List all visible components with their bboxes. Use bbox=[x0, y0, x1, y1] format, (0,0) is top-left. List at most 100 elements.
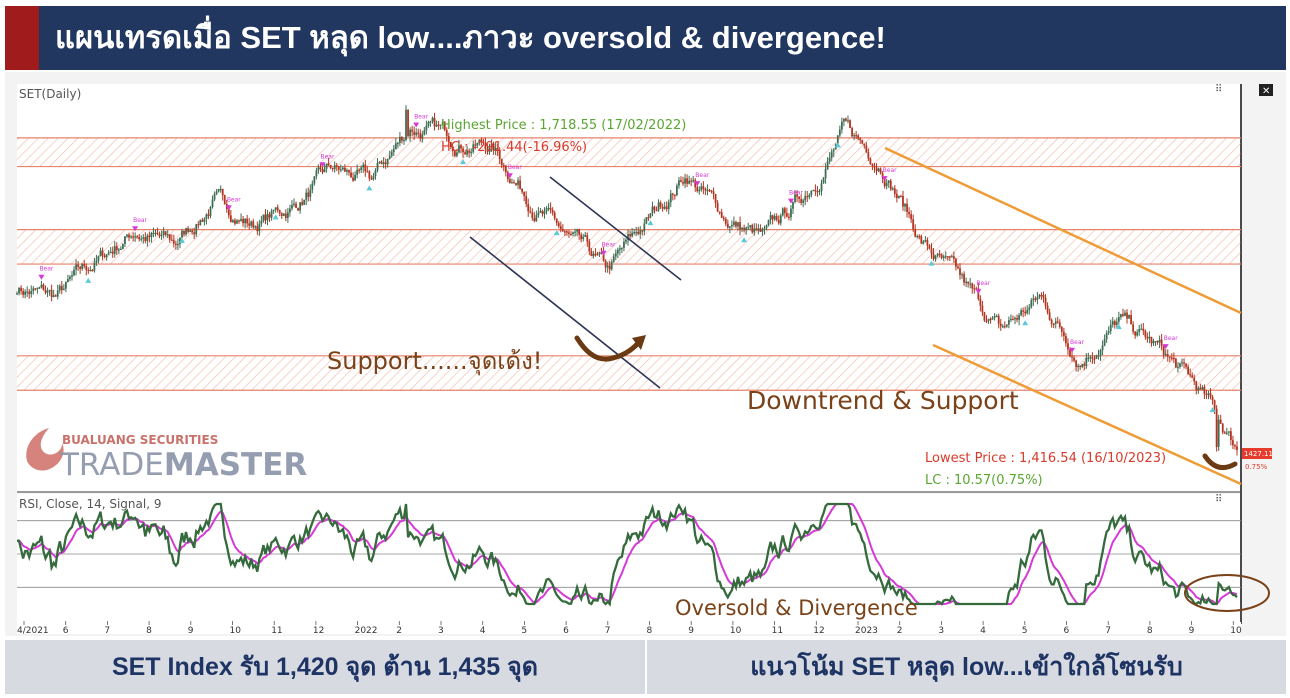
candle-body bbox=[1164, 354, 1167, 356]
candle-body bbox=[572, 232, 574, 234]
bear-signal-marker bbox=[225, 205, 232, 211]
candle-body bbox=[16, 293, 18, 295]
candle-body bbox=[596, 254, 599, 256]
candle-body bbox=[28, 291, 31, 295]
candle-body bbox=[415, 132, 418, 135]
candle-body bbox=[1085, 357, 1088, 366]
candle-body bbox=[453, 151, 456, 156]
bull-signal-marker bbox=[366, 185, 373, 191]
x-tick-label: 2 bbox=[396, 626, 402, 636]
bounce-arrow bbox=[574, 335, 642, 362]
candle-body bbox=[256, 226, 259, 232]
candle-body bbox=[739, 222, 741, 230]
candle-body bbox=[641, 230, 644, 232]
candle-body bbox=[1209, 393, 1212, 398]
candle-body bbox=[242, 218, 244, 224]
candle-body bbox=[183, 230, 185, 235]
candle-body bbox=[246, 218, 249, 224]
candle-body bbox=[162, 231, 165, 235]
candle-body bbox=[794, 194, 796, 202]
candle-body bbox=[557, 223, 560, 227]
last-price-tag-text: 1427.11 bbox=[1244, 450, 1273, 458]
bear-signal-label: Bear bbox=[227, 196, 241, 203]
candle-body bbox=[1030, 300, 1033, 308]
candle-body bbox=[309, 189, 312, 197]
candle-body bbox=[849, 120, 851, 129]
bear-signal-marker bbox=[600, 250, 607, 256]
x-axis: 4/2021 6 7 8 9 10 11 12 2022 2 3 4 5 6 7 8 9 10 11 12 2023 2 3… bbox=[17, 621, 1242, 636]
candle-body bbox=[160, 234, 163, 237]
candle-body bbox=[830, 151, 833, 158]
candle-body bbox=[873, 165, 876, 168]
candle-body bbox=[138, 237, 141, 240]
candle-body bbox=[439, 124, 442, 126]
candle-body bbox=[822, 178, 825, 184]
candle-body bbox=[779, 215, 782, 224]
candle-body bbox=[142, 237, 145, 239]
candle-body bbox=[867, 152, 870, 159]
candle-body bbox=[877, 168, 880, 171]
candle-body bbox=[250, 221, 253, 226]
bull-signal-marker bbox=[1209, 407, 1216, 413]
candle-body bbox=[1097, 355, 1100, 357]
candle-body bbox=[1111, 321, 1114, 325]
candle-body bbox=[543, 211, 546, 214]
rsi-drag-handle-icon[interactable]: ⠿ bbox=[1215, 494, 1222, 505]
candle-body bbox=[1138, 329, 1141, 333]
candle-body bbox=[417, 132, 420, 134]
candle-body bbox=[561, 229, 564, 232]
candle-body bbox=[223, 195, 226, 205]
candle-body bbox=[506, 172, 509, 180]
price-panel-label: SET(Daily) bbox=[19, 87, 81, 101]
bull-signal-marker bbox=[834, 142, 841, 148]
candle-body bbox=[995, 315, 998, 318]
candle-body bbox=[1054, 321, 1057, 324]
trend-text: แนวโน้ม SET หลุด low...เข้าใกล้โซนรับ bbox=[750, 653, 1183, 681]
candle-body bbox=[1083, 364, 1086, 366]
candle-body bbox=[248, 223, 251, 226]
candle-body bbox=[36, 287, 39, 289]
candle-body bbox=[378, 161, 381, 163]
candle-body bbox=[1042, 294, 1045, 298]
candle-body bbox=[761, 229, 764, 232]
candle-body bbox=[1195, 381, 1198, 391]
candle-body bbox=[1166, 354, 1169, 357]
candle-body bbox=[103, 255, 106, 258]
drag-handle-icon[interactable]: ⠿ bbox=[1215, 84, 1222, 95]
set-chart[interactable]: BUALUANG SECURITIES TRADEMASTER BearBear… bbox=[5, 72, 1286, 636]
candle-body bbox=[989, 318, 992, 321]
candle-body bbox=[745, 227, 748, 231]
bear-signal-marker bbox=[694, 181, 701, 187]
candle-body bbox=[50, 289, 53, 298]
candle-body bbox=[547, 207, 550, 210]
candle-body bbox=[476, 142, 479, 146]
candle-body bbox=[836, 135, 839, 145]
candle-body bbox=[682, 181, 684, 184]
x-tick-label: 2023 bbox=[855, 626, 878, 636]
candles: Bear Bear Bear Bear Bear Bear Bear Bear Bear Bear… bbox=[16, 105, 1238, 456]
candle-body bbox=[234, 220, 236, 224]
x-tick-label: 3 bbox=[438, 626, 444, 636]
candle-body bbox=[767, 219, 770, 226]
candle-body bbox=[474, 144, 477, 146]
candle-body bbox=[602, 252, 605, 261]
candle-body bbox=[89, 269, 92, 272]
candle-body bbox=[999, 323, 1002, 327]
close-icon-glyph[interactable]: ✕ bbox=[1262, 86, 1270, 97]
candle-body bbox=[627, 234, 629, 240]
candle-body bbox=[274, 207, 277, 210]
candle-body bbox=[671, 193, 674, 195]
candle-body bbox=[319, 167, 322, 170]
candle-body bbox=[680, 180, 682, 182]
bull-signal-marker bbox=[741, 237, 748, 243]
candle-body bbox=[529, 211, 532, 213]
candle-body bbox=[307, 192, 310, 197]
candle-body bbox=[1095, 355, 1098, 359]
x-tick-label: 7 bbox=[605, 626, 611, 636]
bear-signal-label: Bear bbox=[602, 242, 616, 249]
candle-body bbox=[429, 121, 432, 123]
candle-body bbox=[981, 305, 984, 313]
candle-body bbox=[531, 212, 534, 218]
close-icon[interactable] bbox=[1259, 84, 1273, 96]
candle-body bbox=[335, 165, 338, 167]
